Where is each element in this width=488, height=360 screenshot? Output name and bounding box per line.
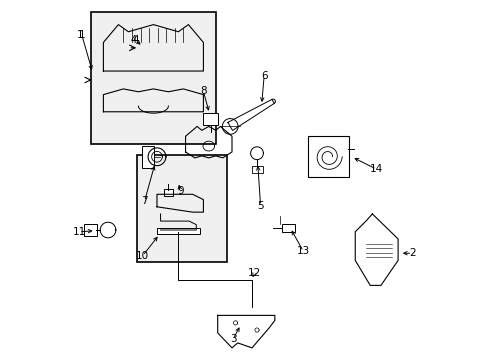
Text: 7: 7: [141, 197, 147, 206]
FancyBboxPatch shape: [203, 113, 218, 125]
Text: 4: 4: [132, 35, 139, 45]
Text: 12: 12: [247, 268, 261, 278]
Text: 14: 14: [369, 164, 383, 174]
Text: 13: 13: [296, 247, 309, 256]
FancyBboxPatch shape: [307, 136, 348, 177]
Text: 5: 5: [257, 201, 264, 211]
Text: 4: 4: [130, 35, 137, 45]
Text: 6: 6: [260, 71, 267, 81]
Text: 11: 11: [72, 227, 85, 237]
FancyBboxPatch shape: [251, 166, 262, 173]
Text: 1: 1: [79, 30, 85, 40]
Text: 2: 2: [408, 248, 415, 258]
FancyBboxPatch shape: [281, 224, 294, 232]
Text: 3: 3: [229, 334, 236, 344]
Text: 1: 1: [77, 30, 83, 40]
Text: 9: 9: [177, 186, 183, 197]
Text: 8: 8: [200, 86, 206, 96]
FancyBboxPatch shape: [156, 228, 200, 234]
Text: 10: 10: [136, 251, 149, 261]
FancyBboxPatch shape: [84, 224, 97, 236]
FancyBboxPatch shape: [142, 146, 153, 168]
FancyBboxPatch shape: [163, 189, 173, 197]
FancyBboxPatch shape: [91, 12, 216, 144]
FancyBboxPatch shape: [137, 155, 226, 262]
